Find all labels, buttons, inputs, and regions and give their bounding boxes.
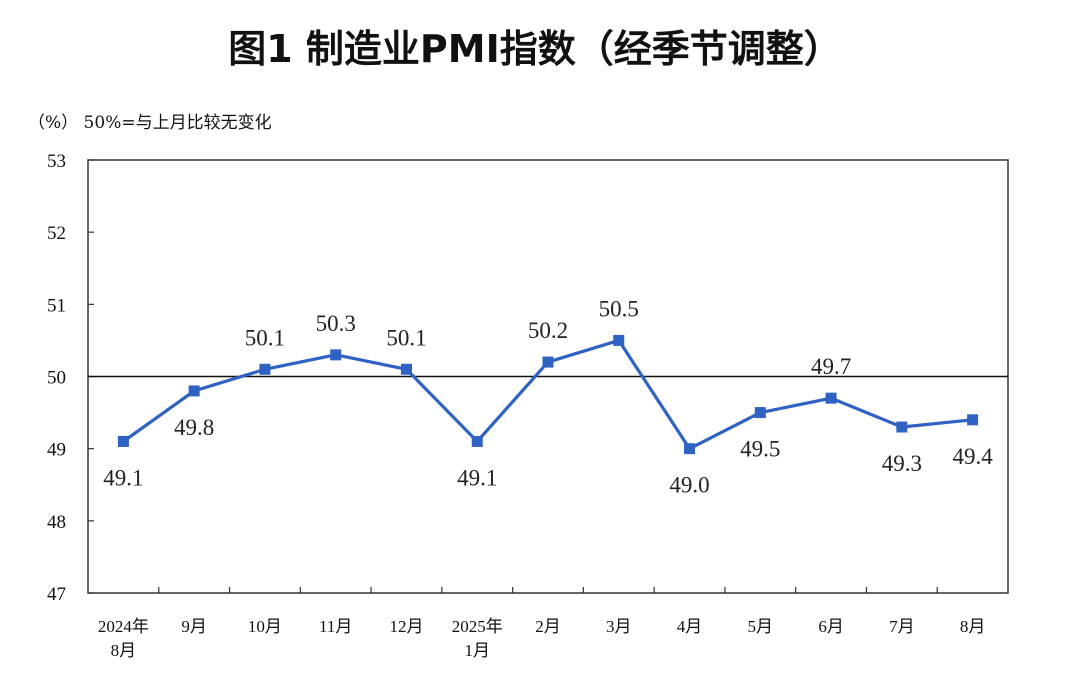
data-point-marker xyxy=(471,435,483,447)
data-point-marker xyxy=(613,334,625,346)
x-tick-label: 3月 xyxy=(606,617,632,636)
data-point-marker xyxy=(188,385,200,397)
x-tick-label: 2月 xyxy=(535,617,561,636)
x-tick-label: 1月 xyxy=(464,641,490,660)
data-label: 50.1 xyxy=(386,325,426,350)
y-tick-label: 47 xyxy=(47,584,66,605)
chart-title: 图1 制造业PMI指数（经季节调整） xyxy=(228,27,842,71)
data-point-marker xyxy=(259,363,271,375)
data-point-marker xyxy=(754,407,766,419)
data-label: 49.1 xyxy=(457,465,497,490)
x-tick-label: 12月 xyxy=(389,617,423,636)
y-tick-label: 48 xyxy=(47,512,66,533)
x-tick-label: 11月 xyxy=(319,617,352,636)
data-label: 50.5 xyxy=(599,296,639,321)
x-tick-label: 4月 xyxy=(677,617,703,636)
data-label: 50.1 xyxy=(245,325,285,350)
x-tick-label: 7月 xyxy=(889,617,915,636)
data-point-marker xyxy=(542,356,554,368)
data-label: 49.8 xyxy=(174,415,214,440)
data-point-marker xyxy=(967,414,979,426)
data-label: 49.1 xyxy=(103,465,143,490)
y-tick-label: 53 xyxy=(47,151,66,172)
data-point-marker xyxy=(684,443,696,455)
x-tick-label: 9月 xyxy=(181,617,207,636)
x-tick-label: 5月 xyxy=(748,617,774,636)
x-tick-label: 2025年 xyxy=(452,617,503,636)
y-tick-label: 49 xyxy=(47,440,66,461)
data-point-marker xyxy=(117,435,129,447)
data-point-marker xyxy=(400,363,412,375)
y-tick-label: 51 xyxy=(47,295,66,316)
data-point-marker xyxy=(330,349,342,361)
data-label: 50.3 xyxy=(316,311,356,336)
data-label: 49.7 xyxy=(811,354,851,379)
x-tick-label: 2024年 xyxy=(98,617,149,636)
y-tick-label: 50 xyxy=(47,368,66,389)
x-tick-label: 10月 xyxy=(248,617,282,636)
data-label: 49.5 xyxy=(740,437,780,462)
data-label: 49.3 xyxy=(882,451,922,476)
data-label: 49.4 xyxy=(952,444,993,469)
data-label: 50.2 xyxy=(528,318,568,343)
unit-note: （%） 50%=与上月比较无变化 xyxy=(28,113,272,133)
data-label: 49.0 xyxy=(669,473,709,498)
data-point-marker xyxy=(825,392,837,404)
data-point-marker xyxy=(896,421,908,433)
x-tick-label: 8月 xyxy=(111,641,137,660)
x-tick-label: 6月 xyxy=(818,617,844,636)
x-tick-label: 8月 xyxy=(960,617,986,636)
y-tick-label: 52 xyxy=(47,223,66,244)
